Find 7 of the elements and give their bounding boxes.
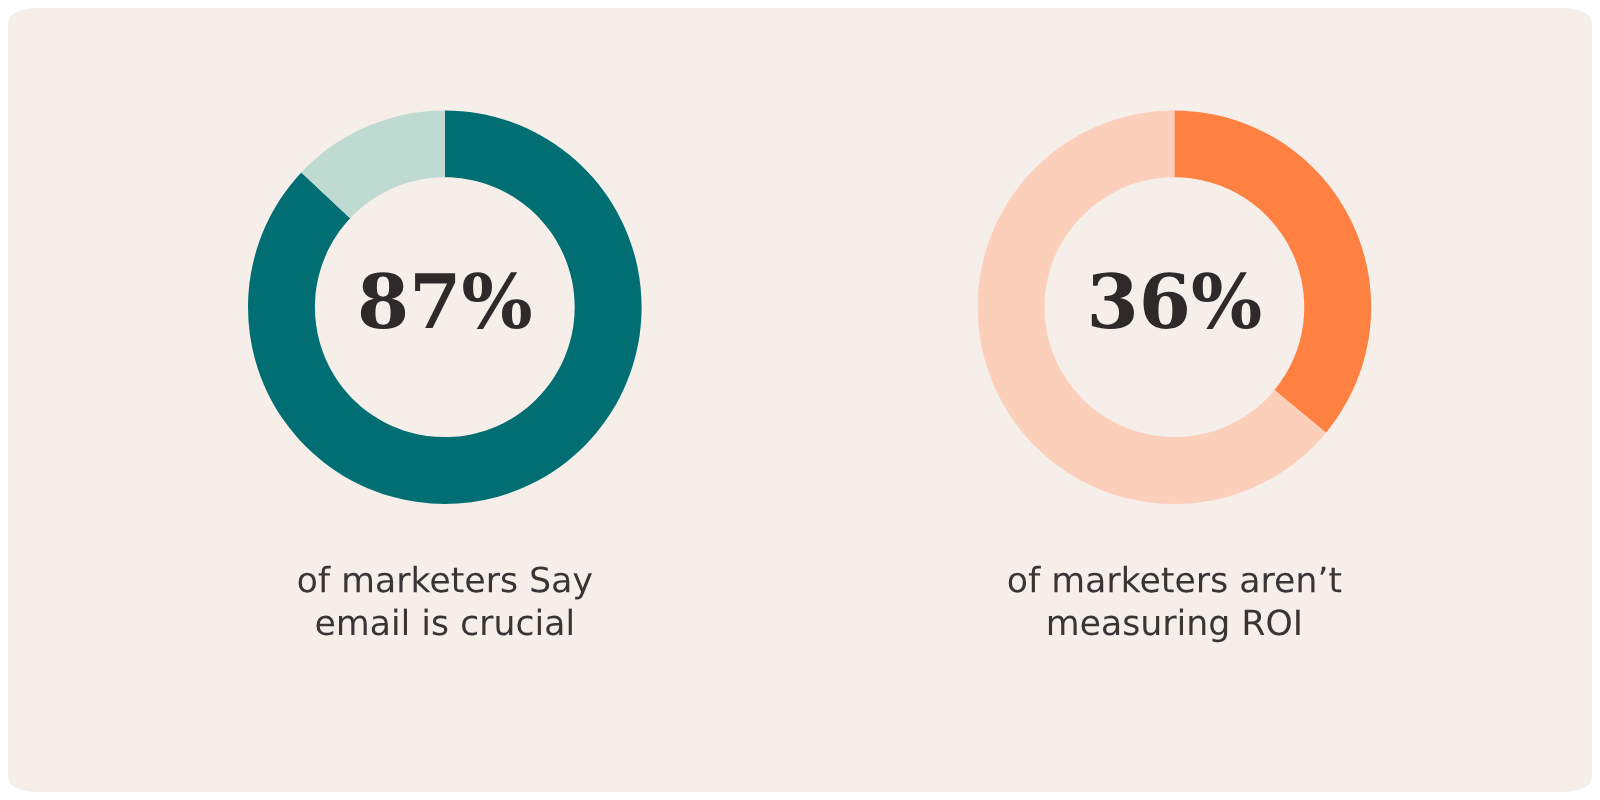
text: of marketers Say email is crucial bbox=[298, 565, 592, 636]
donut-slice bbox=[248, 110, 642, 504]
donut-slice bbox=[977, 110, 1327, 504]
donut-slice bbox=[301, 110, 445, 219]
data-label: 87% bbox=[360, 272, 531, 329]
data-label: 36% bbox=[1091, 272, 1261, 329]
text: of marketers aren’t measuring ROI bbox=[1008, 565, 1342, 643]
